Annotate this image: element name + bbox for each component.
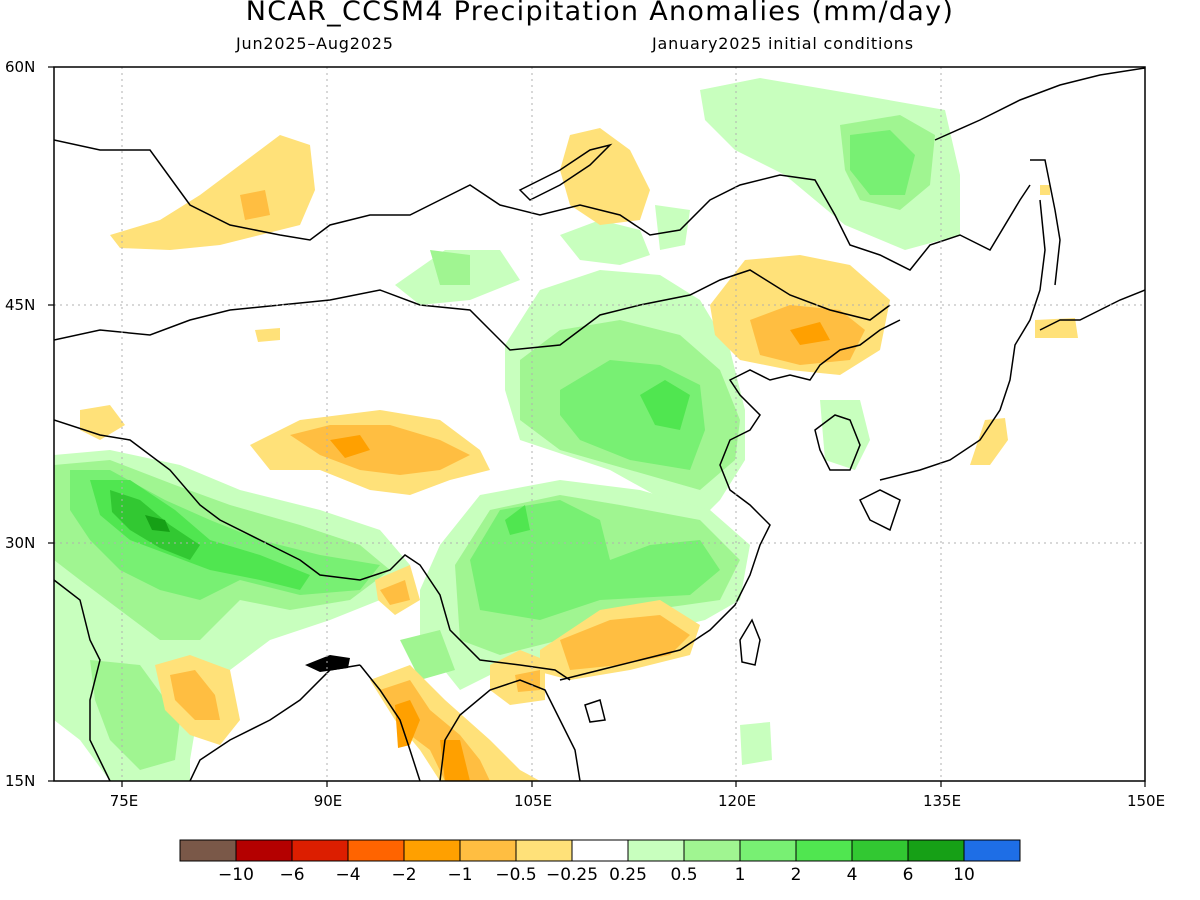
colorbar-swatch bbox=[179, 839, 237, 862]
map-frame bbox=[53, 66, 1146, 782]
colorbar-tick-label: −1 bbox=[447, 865, 473, 885]
colorbar-tick-label: 6 bbox=[902, 865, 914, 885]
colorbar-swatch bbox=[403, 839, 461, 862]
forecast-period: Jun2025–Aug2025 bbox=[236, 34, 394, 53]
colorbar-tick-label: 2 bbox=[790, 865, 802, 885]
colorbar-swatch bbox=[851, 839, 909, 862]
colorbar-tick-label: −0.5 bbox=[495, 865, 537, 885]
colorbar-tick-label: −2 bbox=[391, 865, 417, 885]
colorbar-swatch bbox=[291, 839, 349, 862]
colorbar-swatch bbox=[739, 839, 797, 862]
colorbar-swatch bbox=[627, 839, 685, 862]
colorbar-tick-label: −4 bbox=[335, 865, 361, 885]
colorbar-swatch bbox=[963, 839, 1021, 862]
colorbar-tick-label: 0.25 bbox=[609, 865, 647, 885]
colorbar-swatch bbox=[571, 839, 629, 862]
lat-label-60n: 60N bbox=[5, 58, 36, 76]
lon-label-150e: 150E bbox=[1126, 792, 1166, 810]
colorbar-tick-label: 4 bbox=[846, 865, 858, 885]
colorbar-swatch bbox=[683, 839, 741, 862]
lat-label-15n: 15N bbox=[5, 772, 36, 790]
colorbar bbox=[179, 839, 1021, 862]
colorbar-tick-label: 10 bbox=[953, 865, 975, 885]
colorbar-swatch bbox=[907, 839, 965, 862]
lon-label-120e: 120E bbox=[717, 792, 757, 810]
colorbar-tick-label: −10 bbox=[218, 865, 254, 885]
lon-label-105e: 105E bbox=[513, 792, 553, 810]
lon-label-75e: 75E bbox=[109, 792, 139, 810]
axis-ticks bbox=[48, 66, 1146, 787]
lon-label-90e: 90E bbox=[313, 792, 343, 810]
graticule bbox=[54, 67, 1145, 781]
colorbar-tick-label: 0.5 bbox=[670, 865, 698, 885]
lon-label-135e: 135E bbox=[922, 792, 962, 810]
lat-label-30n: 30N bbox=[5, 534, 36, 552]
coast-detail bbox=[305, 655, 350, 672]
colorbar-swatch bbox=[347, 839, 405, 862]
colorbar-swatch bbox=[235, 839, 293, 862]
colorbar-tick-label: −0.25 bbox=[545, 865, 599, 885]
initial-conditions: January2025 initial conditions bbox=[652, 34, 914, 53]
lat-label-45n: 45N bbox=[5, 296, 36, 314]
anomaly-shading bbox=[54, 78, 1078, 781]
colorbar-swatch bbox=[459, 839, 517, 862]
colorbar-tick-label: 1 bbox=[734, 865, 746, 885]
colorbar-swatch bbox=[795, 839, 853, 862]
colorbar-swatch bbox=[515, 839, 573, 862]
colorbar-tick-label: −6 bbox=[279, 865, 305, 885]
map-title: NCAR_CCSM4 Precipitation Anomalies (mm/d… bbox=[245, 0, 955, 27]
